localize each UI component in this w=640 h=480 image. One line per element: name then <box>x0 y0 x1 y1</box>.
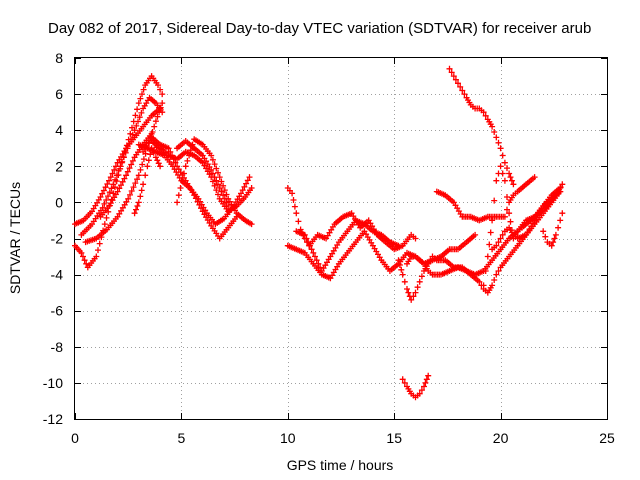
data-point-markers <box>78 94 166 238</box>
data-point-markers <box>540 210 566 249</box>
data-point-markers <box>446 65 517 188</box>
series-track-q <box>446 65 517 188</box>
y-tick-label: 4 <box>55 122 63 138</box>
y-tick-label: 0 <box>55 194 63 210</box>
x-tick-label: 0 <box>71 430 79 446</box>
x-axis-label: GPS time / hours <box>287 457 394 473</box>
data-point-markers <box>433 174 538 224</box>
x-tick-label: 20 <box>493 430 509 446</box>
data-point-markers <box>399 372 432 401</box>
series-track-r <box>433 174 538 224</box>
series-track-u <box>540 210 566 249</box>
y-tick-label: 8 <box>55 50 63 66</box>
series-track-p <box>404 188 564 278</box>
data-point-markers <box>174 138 232 209</box>
data-point-markers <box>174 136 255 228</box>
y-tick-label: 2 <box>55 158 63 174</box>
y-tick-label: -12 <box>43 411 63 427</box>
series-track-k <box>174 138 232 209</box>
y-tick-label: 6 <box>55 86 63 102</box>
axis-ticks: 0 5 10 15 20 25 -12 -10 -8 -6 -4 -2 0 2 4 6 8 <box>43 50 615 446</box>
data-point-markers <box>489 188 564 253</box>
series-track-n <box>293 217 402 274</box>
y-tick-label: -4 <box>51 267 64 283</box>
x-tick-label: 15 <box>386 430 402 446</box>
x-tick-label: 5 <box>178 430 186 446</box>
y-axis-label: SDTVAR / TECUs <box>7 182 23 294</box>
y-tick-label: -6 <box>51 303 64 319</box>
y-tick-label: -10 <box>43 375 63 391</box>
y-tick-label: -8 <box>51 339 64 355</box>
data-markers <box>72 65 566 401</box>
x-tick-label: 25 <box>599 430 615 446</box>
series-track-t <box>489 188 564 253</box>
data-point-markers <box>148 138 255 215</box>
series-track-f <box>131 145 164 217</box>
y-tick-label: -2 <box>51 231 64 247</box>
plot-area-border <box>74 57 608 420</box>
series-track-c <box>78 94 166 238</box>
data-point-markers <box>293 217 402 274</box>
x-tick-label: 10 <box>280 430 296 446</box>
data-point-markers <box>131 145 164 217</box>
chart-title: Day 082 of 2017, Sidereal Day-to-day VTE… <box>48 20 591 37</box>
data-point-markers <box>404 188 564 278</box>
series-track-i <box>148 138 255 215</box>
series-track-j <box>174 136 255 228</box>
series-track-v <box>399 372 432 401</box>
